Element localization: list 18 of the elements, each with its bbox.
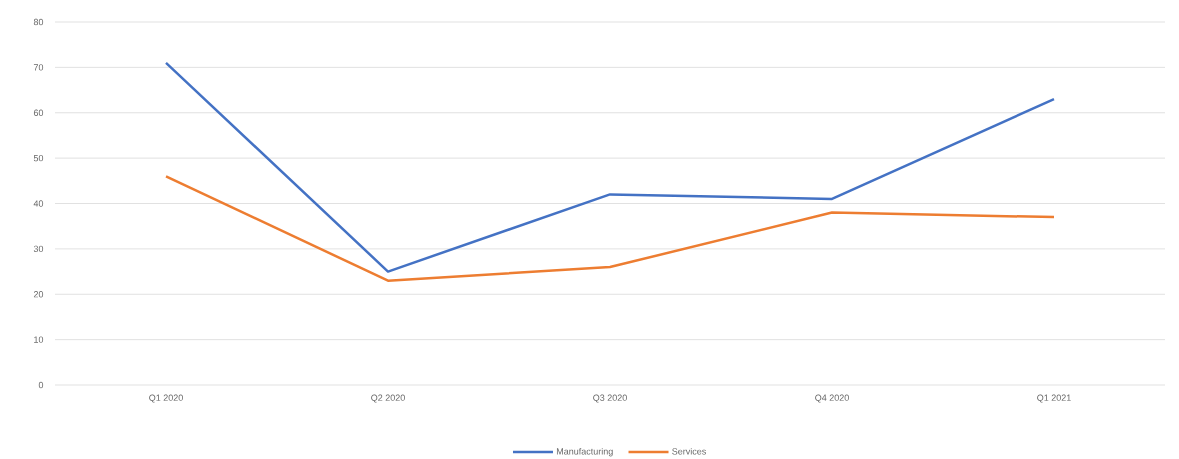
y-tick-label: 0: [38, 381, 44, 389]
legend-label: Services: [672, 447, 706, 455]
x-tick-label: Q4 2020: [815, 394, 849, 403]
y-tick-label: 40: [33, 200, 44, 207]
legend-label: Manufacturing: [556, 447, 613, 457]
x-tick-label: Q2 2020: [371, 394, 405, 403]
y-tick-label: 50: [33, 154, 44, 162]
y-tick-label: 80: [33, 18, 44, 26]
y-tick-label: 60: [33, 109, 44, 116]
x-tick-label: Q3 2020: [593, 394, 627, 403]
y-tick-label: 10: [34, 336, 44, 343]
line-series: [164, 61, 1056, 273]
y-tick-label: 30: [33, 245, 44, 253]
y-tick-label: 20: [33, 291, 44, 298]
x-tick-label: Q1 2020: [149, 394, 183, 403]
x-tick-label: Q1 2021: [1037, 394, 1071, 403]
line-series: [164, 175, 1056, 282]
y-tick-label: 70: [33, 64, 44, 71]
